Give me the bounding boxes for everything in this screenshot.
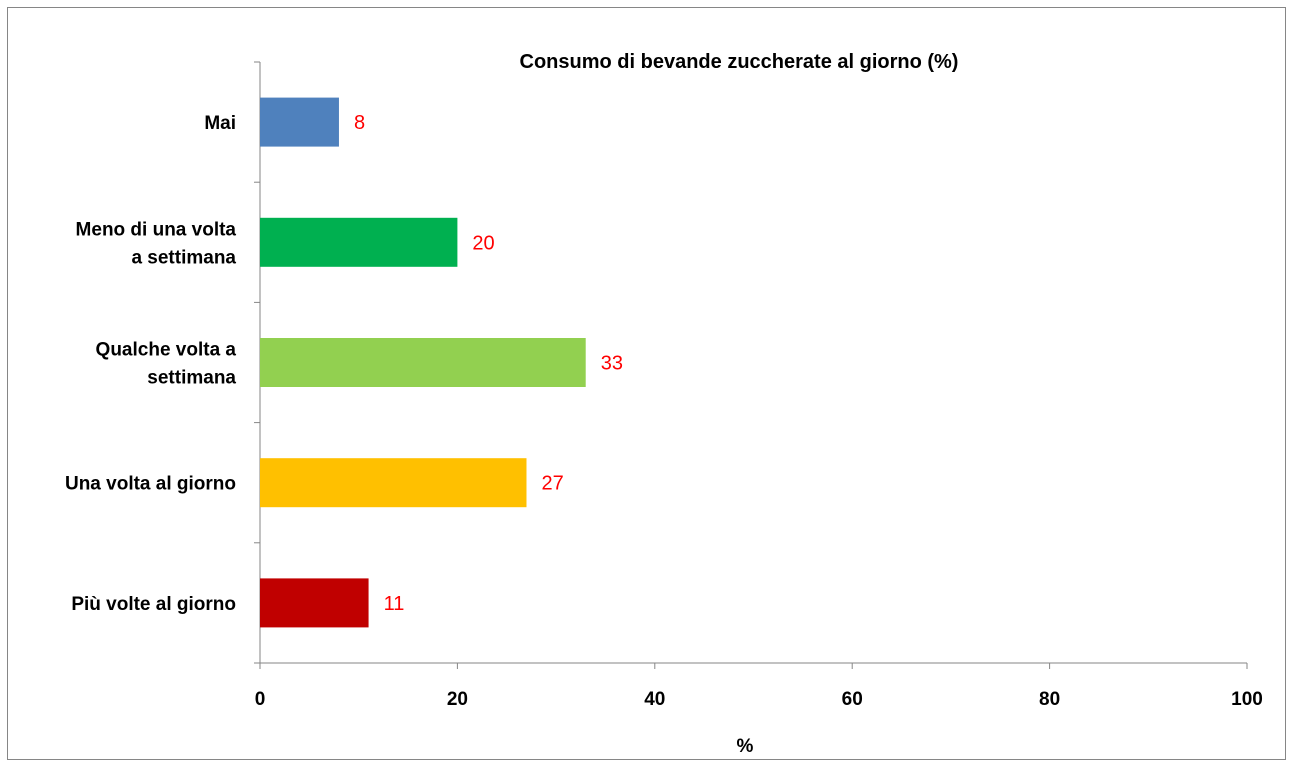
chart-frame: [7, 7, 1286, 760]
category-label: Una volta al giorno: [65, 474, 236, 495]
chart-title: Consumo di bevande zuccherate al giorno …: [520, 51, 959, 73]
data-label: 11: [384, 593, 405, 615]
data-label: 8: [354, 112, 365, 134]
category-label: Più volte al giorno: [71, 594, 236, 615]
bar: [260, 97, 339, 147]
x-tick-label: 20: [447, 689, 468, 710]
x-tick-label: 0: [255, 689, 266, 710]
data-label: 33: [601, 353, 623, 375]
data-label: 20: [472, 232, 494, 254]
x-tick-label: 100: [1231, 689, 1263, 710]
bar: [260, 338, 586, 387]
category-label: Meno di una volta: [76, 219, 237, 240]
plot-area: 0 20 40 60 80 100 8 Mai 20 Meno di una volta a set…: [65, 61, 1263, 710]
bar: [260, 458, 527, 508]
bar: [260, 217, 458, 267]
category-label: settimana: [147, 368, 236, 389]
category-label: Qualche volta a: [96, 340, 237, 361]
x-axis-title: %: [737, 736, 754, 757]
bar: [260, 578, 369, 628]
category-label: a settimana: [131, 247, 236, 268]
x-tick-label: 60: [842, 689, 863, 710]
x-tick-label: 80: [1039, 689, 1060, 710]
x-tick-label: 40: [644, 689, 665, 710]
data-label: 27: [541, 473, 563, 495]
category-label: Mai: [204, 113, 236, 134]
